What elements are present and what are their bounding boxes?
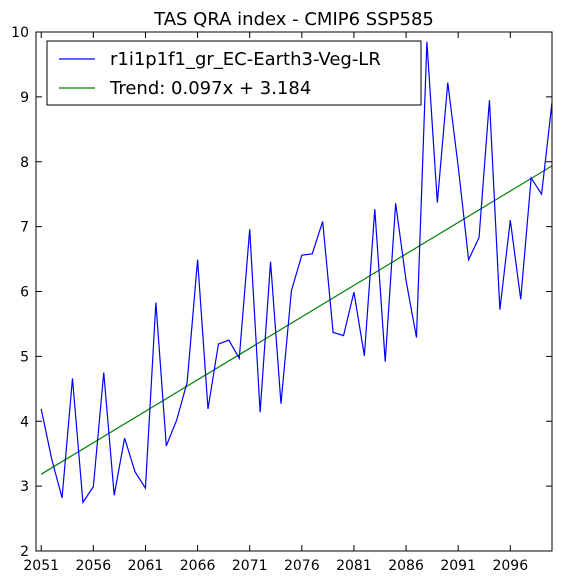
series-group <box>40 41 552 505</box>
y-tick-label: 5 <box>20 349 29 365</box>
x-tick-label: 2091 <box>440 558 476 574</box>
x-tick-label: 2056 <box>76 558 112 574</box>
y-tick-label: 9 <box>20 90 29 106</box>
legend-box <box>46 40 422 106</box>
plot-area <box>40 41 552 505</box>
axes: 2051 2056 2061 2066 2071 2076 2081 2086 2091 2096… <box>11 25 553 574</box>
x-tick-label: 2066 <box>180 558 216 574</box>
y-tick-label: 7 <box>20 220 29 236</box>
x-tick-label: 2076 <box>284 558 320 574</box>
y-tick-label: 3 <box>20 479 29 495</box>
legend-label: r1i1p1f1_gr_EC-Earth3-Veg-LR <box>110 49 381 70</box>
y-tick-label: 6 <box>20 285 29 301</box>
trend-line <box>40 165 552 475</box>
x-tick-label: 2081 <box>336 558 372 574</box>
data-series-line <box>40 41 552 505</box>
x-tick-label: 2086 <box>388 558 424 574</box>
y-tick-label: 2 <box>20 544 29 560</box>
legend-label: Trend: 0.097x + 3.184 <box>109 78 311 99</box>
x-tick-label: 2051 <box>23 558 59 574</box>
plot-frame <box>35 31 553 552</box>
y-tick-label: 4 <box>20 414 29 430</box>
legend: r1i1p1f1_gr_EC-Earth3-Veg-LR Trend: 0.097… <box>46 40 422 106</box>
y-tick-label: 10 <box>11 25 29 41</box>
x-tick-label: 2071 <box>232 558 268 574</box>
x-tick-label: 2096 <box>492 558 528 574</box>
y-tick-label: 8 <box>20 155 29 171</box>
chart-title: TAS QRA index - CMIP6 SSP585 <box>153 9 434 30</box>
x-tick-label: 2061 <box>128 558 164 574</box>
